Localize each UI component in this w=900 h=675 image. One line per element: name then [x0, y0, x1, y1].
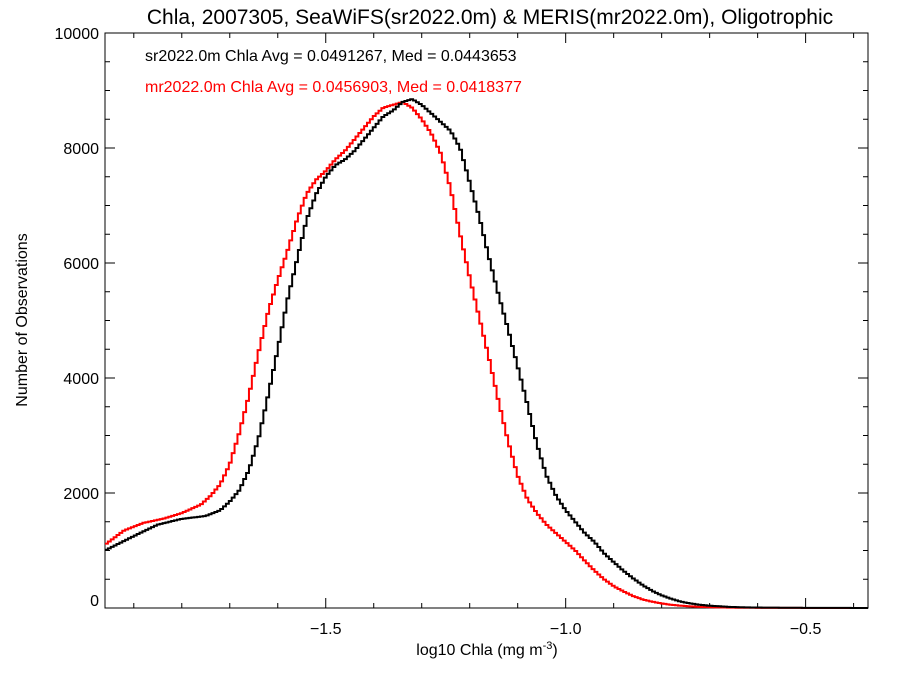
- x-axis-label-superscript: -3: [543, 640, 553, 652]
- series-mr2022-0m-line: [105, 101, 868, 609]
- annotation-sr-stats: sr2022.0m Chla Avg = 0.0491267, Med = 0.…: [145, 48, 517, 65]
- x-axis-label: log10 Chla (mg m-3): [416, 640, 557, 659]
- y-axis-label: Number of Observations: [14, 233, 31, 406]
- y-tick-label: 4000: [63, 371, 99, 388]
- plot-frame: [104, 32, 869, 609]
- x-axis-label-text: log10 Chla (mg m: [416, 642, 542, 659]
- x-tick-label: −1.0: [550, 621, 582, 638]
- x-axis-label-close: ): [552, 642, 557, 659]
- annotation-mr-stats: mr2022.0m Chla Avg = 0.0456903, Med = 0.…: [145, 79, 522, 96]
- y-tick-label: 6000: [63, 256, 99, 273]
- y-tick-label: 2000: [63, 486, 99, 503]
- series-layer: [105, 98, 868, 609]
- chart-title: Chla, 2007305, SeaWiFS(sr2022.0m) & MERI…: [147, 6, 833, 29]
- series-sr2022-0m-line: [105, 98, 868, 609]
- y-tick-label: 10000: [55, 26, 100, 43]
- x-tick-label: −1.5: [310, 621, 342, 638]
- y-axis: 0 2000 4000 6000 8000 10000: [55, 26, 868, 610]
- x-axis: −1.5 −1.0 −0.5: [133, 33, 855, 638]
- y-tick-label: 8000: [63, 141, 99, 158]
- x-tick-label: −0.5: [790, 621, 822, 638]
- y-tick-label: 0: [90, 593, 99, 610]
